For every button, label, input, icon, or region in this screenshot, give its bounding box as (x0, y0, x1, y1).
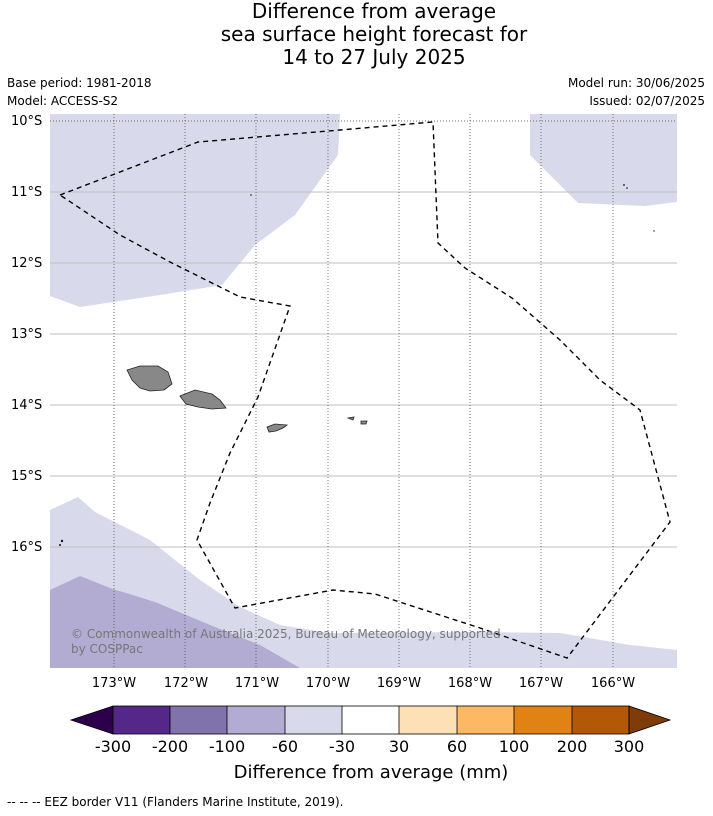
colorbar-min-arrow (69, 705, 114, 735)
colorbar-tick: -100 (209, 737, 245, 756)
land-islands (59, 184, 655, 546)
colorbar-bin-2 (170, 706, 227, 734)
map-panel: © Commonwealth of Australia 2025, Bureau… (50, 114, 677, 668)
colorbar-max-arrow (628, 705, 672, 735)
colorbar-tick: -200 (152, 737, 188, 756)
lon-gridlines (113, 114, 614, 668)
lon-labels: 173°W 172°W 171°W 170°W 169°W 168°W 167°… (92, 676, 635, 691)
model-name: Model: ACCESS-S2 (7, 94, 119, 108)
colorbar-bin-4 (285, 706, 342, 734)
island-upolu (179, 389, 227, 410)
colorbar-bin-3 (227, 706, 285, 734)
colorbar-bin-7 (457, 706, 514, 734)
title-line-1: Difference from average (251, 0, 497, 23)
colorbar-tick: -60 (272, 737, 298, 756)
island-speck-4 (653, 230, 655, 232)
eez-footnote: -- -- -- EEZ border V11 (Flanders Marine… (7, 795, 344, 809)
island-manua-2 (360, 420, 368, 425)
lon-label-171w: 171°W (235, 676, 279, 691)
colorbar-tick: 30 (389, 737, 409, 756)
colorbar-bin-1 (113, 706, 170, 734)
lon-label-167w: 167°W (519, 676, 563, 691)
lon-label-166w: 166°W (591, 676, 635, 691)
lat-label-11s: 11°S (11, 185, 42, 200)
island-savaii (126, 365, 173, 392)
island-manua-1 (346, 416, 355, 421)
meta-left: Base period: 1981-2018 Model: ACCESS-S2 (7, 74, 152, 110)
lat-label-12s: 12°S (11, 256, 42, 271)
lat-label-15s: 15°S (11, 469, 42, 484)
island-tutuila (266, 423, 289, 433)
colorbar-tick: 60 (447, 737, 467, 756)
copyright-line-2: by COSPPac (71, 642, 143, 656)
eez-samoa-border (58, 121, 671, 659)
base-period: Base period: 1981-2018 (7, 76, 152, 90)
island-speck-6 (59, 544, 61, 546)
anomaly-region-northeast (530, 114, 677, 206)
colorbar: -300 -200 -100 -60 -30 30 60 100 200 300… (69, 705, 672, 783)
map-title: Difference from average sea surface heig… (0, 0, 713, 69)
copyright-line-1: © Commonwealth of Australia 2025, Bureau… (71, 627, 501, 641)
colorbar-tick: 100 (499, 737, 530, 756)
title-line-2: sea surface height forecast for (220, 22, 528, 46)
colorbar-bin-5 (342, 706, 399, 734)
anomaly-region-northwest (50, 114, 340, 307)
colorbar-tick: -300 (95, 737, 131, 756)
lat-gridlines (50, 191, 677, 548)
colorbar-bin-6 (399, 706, 457, 734)
colorbar-bin-9 (572, 706, 629, 734)
island-speck-1 (250, 194, 252, 196)
colorbar-label: Difference from average (mm) (234, 762, 509, 783)
lat-label-10s: 10°S (11, 114, 42, 129)
colorbar-tick: 200 (557, 737, 588, 756)
lat-label-14s: 14°S (11, 398, 42, 413)
lon-label-168w: 168°W (448, 676, 492, 691)
island-speck-5 (60, 539, 64, 543)
lon-label-172w: 172°W (164, 676, 208, 691)
colorbar-ticks: -300 -200 -100 -60 -30 30 60 100 200 300 (95, 737, 644, 756)
lat-labels: 10°S 11°S 12°S 13°S 14°S 15°S 16°S (11, 114, 42, 555)
colorbar-tick: 300 (614, 737, 645, 756)
lon-label-173w: 173°W (92, 676, 136, 691)
lat-label-16s: 16°S (11, 540, 42, 555)
colorbar-bin-8 (514, 706, 572, 734)
island-speck-2 (623, 184, 625, 186)
anomaly-region-south-dark (50, 576, 300, 668)
title-line-3: 14 to 27 July 2025 (282, 45, 466, 69)
model-run: Model run: 30/06/2025 (567, 76, 705, 90)
meta-right: Model run: 30/06/2025 Issued: 02/07/2025 (568, 74, 705, 110)
lat-label-13s: 13°S (11, 327, 42, 342)
lon-label-170w: 170°W (306, 676, 350, 691)
issued-date: Issued: 02/07/2025 (589, 94, 705, 108)
colorbar-tick: -30 (329, 737, 355, 756)
lon-label-169w: 169°W (377, 676, 421, 691)
island-speck-3 (626, 187, 628, 189)
eez-borders (58, 121, 671, 659)
